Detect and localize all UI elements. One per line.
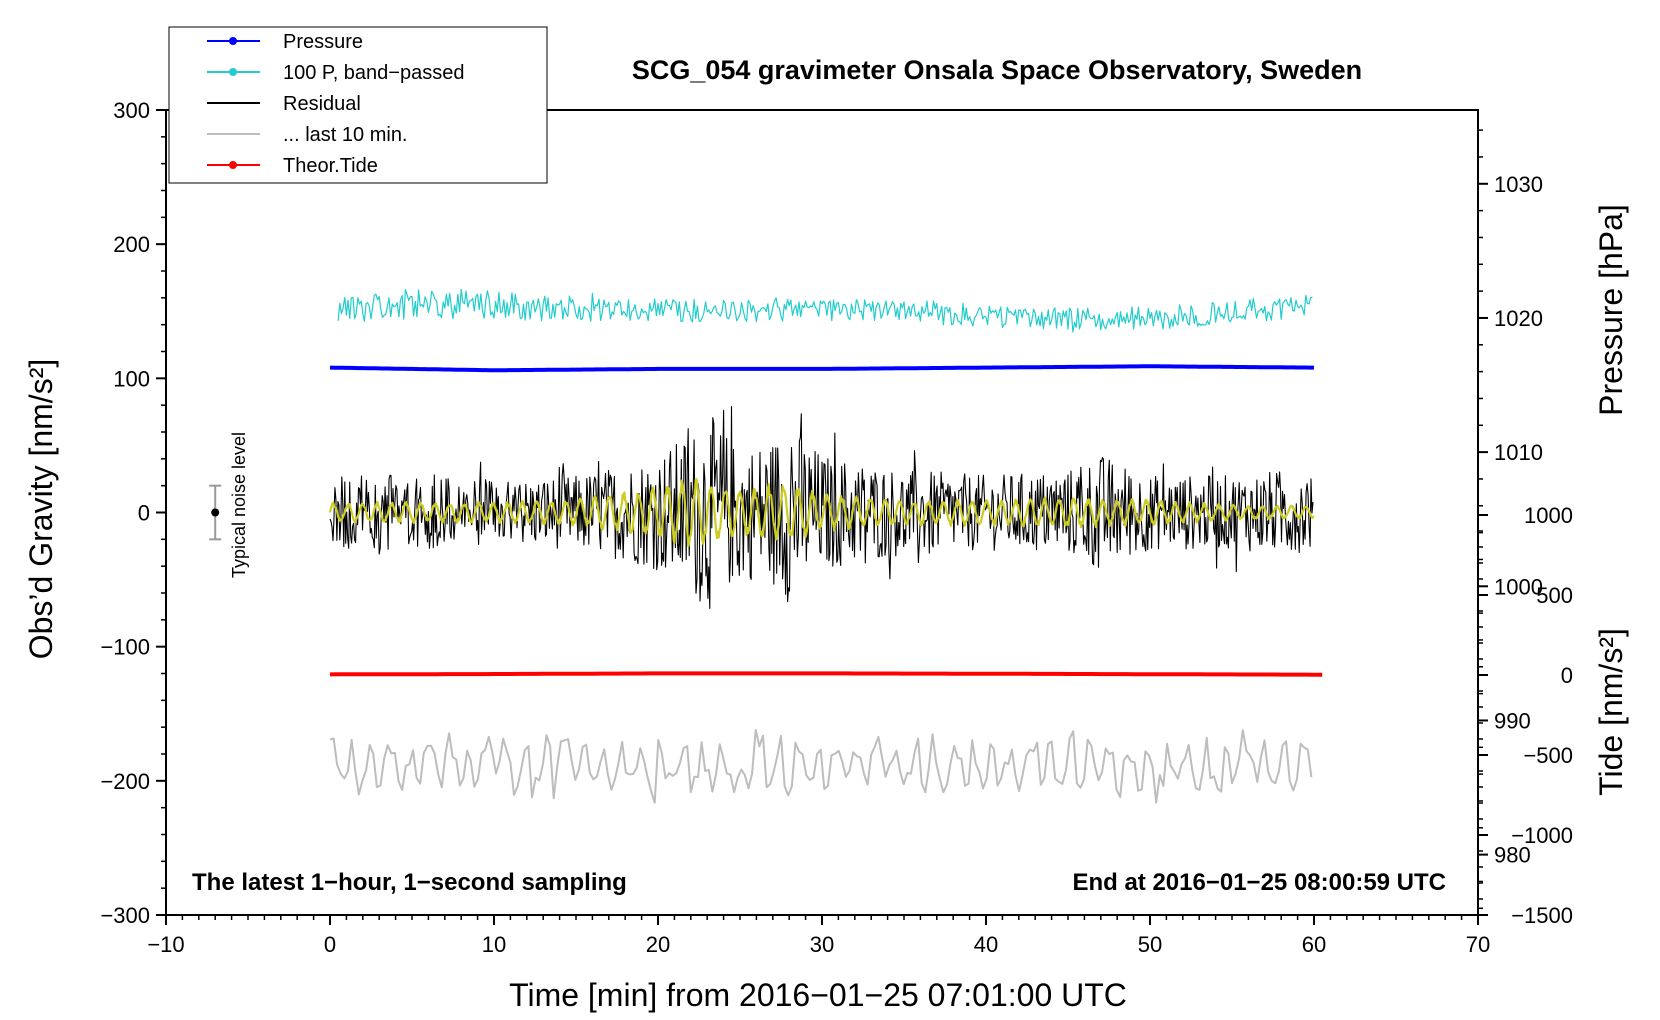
- tide-tick-label: 500: [1536, 583, 1573, 608]
- legend-label: Residual: [283, 93, 361, 115]
- theoretical-tide-line: [329, 671, 1323, 677]
- x-tick-label: 30: [810, 932, 834, 957]
- legend-label: Theor.Tide: [283, 155, 378, 177]
- y-tick-label: −100: [100, 635, 150, 660]
- filtered-residual-line: [328, 478, 1315, 548]
- pressure-axis-title: Pressure [hPa]: [1593, 204, 1629, 416]
- end-time-note: End at 2016−01−25 08:00:59 UTC: [1072, 869, 1446, 896]
- y-tick-label: 0: [138, 501, 150, 526]
- legend-marker: [229, 37, 237, 45]
- pressure-tick-label: 1000: [1494, 574, 1543, 599]
- x-tick-label: 40: [974, 932, 998, 957]
- residual-line: [329, 406, 1314, 609]
- x-tick-label: 10: [482, 932, 506, 957]
- pressure-tick-label: 1020: [1494, 306, 1543, 331]
- y-tick-label: −300: [100, 903, 150, 928]
- tide-tick-label: −1000: [1511, 823, 1573, 848]
- tide-tick-label: 0: [1561, 663, 1573, 688]
- x-tick-label: 50: [1138, 932, 1162, 957]
- x-tick-label: 20: [646, 932, 670, 957]
- legend-box: [168, 26, 548, 184]
- x-tick-label: 60: [1302, 932, 1326, 957]
- legend-label: 100 P, band−passed: [283, 62, 464, 84]
- pressure-tick-label: 1010: [1494, 440, 1543, 465]
- y-tick-label: 200: [113, 232, 150, 257]
- y-axis-left: 300 200 100 0 −100 −200 −300: [100, 98, 166, 928]
- noise-point: [211, 508, 220, 517]
- tide-axis-title: Tide [nm/s²]: [1593, 628, 1629, 796]
- x-tick-label: 0: [324, 932, 336, 957]
- x-axis-title: Time [min] from 2016−01−25 07:01:00 UTC: [509, 977, 1127, 1013]
- legend-label: Pressure: [283, 31, 363, 53]
- legend-label: ... last 10 min.: [283, 124, 408, 146]
- pressure-line: [329, 364, 1314, 373]
- tide-tick-label: 1000: [1524, 503, 1573, 528]
- chart-title: SCG_054 gravimeter Onsala Space Observat…: [632, 55, 1362, 85]
- y-tick-label: −200: [100, 769, 150, 794]
- noise-level-indicator: Typical noise level: [209, 432, 249, 578]
- pressure-tick-label: 990: [1494, 708, 1531, 733]
- last-10-min-line: [329, 729, 1313, 804]
- tide-tick-label: −500: [1523, 743, 1573, 768]
- noise-level-label: Typical noise level: [229, 432, 249, 578]
- pressure-tick-label: 980: [1494, 843, 1531, 868]
- legend-marker: [229, 161, 237, 169]
- pressure-tick-label: 1030: [1494, 172, 1543, 197]
- tide-tick-label: −1500: [1511, 903, 1573, 928]
- x-axis: −10 0 10 20 30 40 50 60 70: [147, 915, 1490, 957]
- series-group: [328, 288, 1323, 804]
- y-axis-pressure: 1030 1020 1010 1000 990 980: [1478, 129, 1543, 910]
- y-tick-label: 100: [113, 366, 150, 391]
- y-axis-title: Obs’d Gravity [nm/s²]: [23, 359, 59, 660]
- x-tick-label: 70: [1466, 932, 1490, 957]
- y-tick-label: 300: [113, 98, 150, 123]
- legend-marker: [229, 68, 237, 76]
- legend: Pressure 100 P, band−passed Residual ... la…: [168, 26, 548, 184]
- sampling-note: The latest 1−hour, 1−second sampling: [192, 869, 627, 896]
- band-passed-pressure-line: [337, 288, 1313, 333]
- x-tick-label: −10: [147, 932, 184, 957]
